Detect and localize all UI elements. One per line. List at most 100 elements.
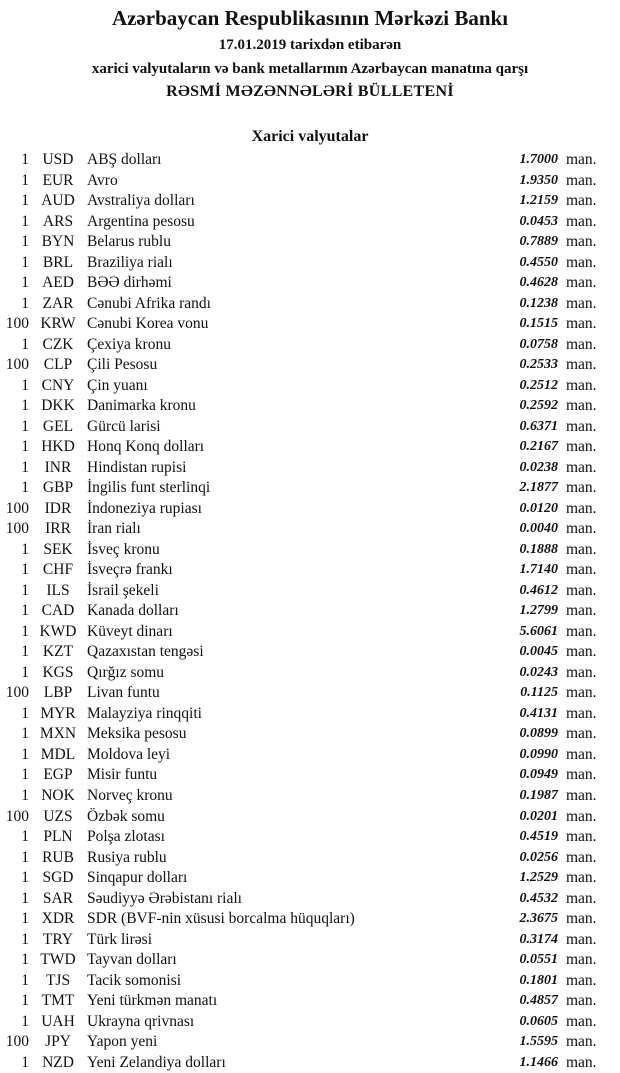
rate-row: 1 ARS Argentina pesosu 0.0453 man. (0, 212, 620, 233)
currency-code: RUB (42, 848, 74, 866)
currency-code: DKK (41, 397, 75, 415)
currency-name: Rusiya rublu (87, 848, 167, 866)
nominal: 1 (21, 725, 29, 743)
unit-label: man. (566, 356, 597, 374)
rate-value: 1.1466 (519, 1054, 559, 1070)
nominal: 1 (21, 643, 29, 661)
rate-row: 1 KWD Küveyt dinarı 5.6061 man. (0, 622, 620, 643)
currency-name: Polşa zlotası (87, 828, 165, 846)
currency-code: GEL (42, 417, 74, 435)
unit-label: man. (566, 520, 597, 538)
currency-code: BRL (42, 253, 74, 271)
currency-code: USD (42, 151, 74, 168)
rate-row: 1 HKD Honq Konq dolları 0.2167 man. (0, 437, 620, 458)
rate-value: 1.2159 (519, 193, 559, 209)
rate-row: 1 MXN Meksika pesosu 0.0899 man. (0, 724, 620, 745)
currency-name: Qazaxıstan tengəsi (87, 643, 204, 661)
currency-name: Küveyt dinarı (87, 622, 173, 640)
currency-name: İran rialı (87, 520, 141, 538)
rate-value: 0.4519 (519, 829, 559, 845)
nominal: 1 (21, 889, 29, 907)
currency-code: SEK (43, 540, 73, 558)
unit-label: man. (566, 992, 597, 1010)
unit-label: man. (566, 499, 597, 517)
currency-name: Ukrayna qrivnası (87, 1012, 195, 1030)
rate-row: 1 INR Hindistan rupisi 0.0238 man. (0, 458, 620, 479)
nominal: 1 (21, 274, 29, 292)
unit-label: man. (566, 171, 597, 189)
nominal: 1 (21, 869, 29, 887)
currency-code: CHF (42, 561, 74, 579)
rate-row: 1 USD ABŞ dolları 1.7000 man. (0, 150, 620, 171)
unit-label: man. (566, 151, 597, 168)
rate-row: 1 ILS İsrail şekeli 0.4612 man. (0, 581, 620, 602)
rate-row: 1 PLN Polşa zlotası 0.4519 man. (0, 827, 620, 848)
currency-name: Qırğız somu (87, 663, 165, 681)
currency-code: TWD (40, 951, 76, 969)
rate-value: 0.0899 (519, 726, 559, 742)
rate-row: 1 NOK Norveç kronu 0.1987 man. (0, 786, 620, 807)
unit-label: man. (566, 294, 597, 312)
currency-code: UZS (43, 807, 73, 825)
nominal: 100 (5, 520, 29, 538)
rate-value: 0.6371 (519, 418, 559, 434)
currency-code: MDL (40, 745, 76, 763)
nominal: 1 (21, 151, 29, 168)
unit-label: man. (566, 253, 597, 271)
nominal: 1 (21, 745, 29, 763)
rate-row: 100 KRW Cənubi Korea vonu 0.1515 man. (0, 314, 620, 335)
currency-code: UAH (41, 1012, 75, 1030)
unit-label: man. (566, 951, 597, 969)
currency-code: TJS (45, 971, 71, 989)
currency-code: AED (42, 274, 74, 292)
currency-name: Honq Konq dolları (87, 438, 205, 456)
unit-label: man. (566, 622, 597, 640)
nominal: 1 (21, 294, 29, 312)
currency-code: SAR (42, 889, 74, 907)
currency-code: GBP (42, 479, 74, 497)
rate-row: 1 SEK İsveç kronu 0.1888 man. (0, 540, 620, 561)
nominal: 100 (5, 315, 29, 333)
currency-code: KRW (40, 315, 76, 333)
nominal: 1 (21, 828, 29, 846)
currency-name: Hindistan rupisi (87, 458, 187, 476)
unit-label: man. (566, 643, 597, 661)
nominal: 1 (21, 930, 29, 948)
currency-name: Kanada dolları (87, 602, 179, 620)
unit-label: man. (566, 335, 597, 353)
rate-value: 0.2592 (519, 398, 559, 414)
currency-name: Moldova leyi (87, 745, 171, 763)
nominal: 1 (21, 417, 29, 435)
currency-code: TRY (42, 930, 74, 948)
nominal: 1 (21, 602, 29, 620)
rate-row: 1 XDR SDR (BVF-nin xüsusi borcalma hüquqla… (0, 909, 620, 930)
nominal: 1 (21, 581, 29, 599)
section-title: Xarici valyutalar (251, 128, 369, 145)
currency-name: Çin yuanı (87, 376, 148, 394)
rate-value: 0.0238 (519, 459, 559, 475)
rate-row: 100 LBP Livan funtu 0.1125 man. (0, 683, 620, 704)
rate-row: 1 KZT Qazaxıstan tengəsi 0.0045 man. (0, 642, 620, 663)
currency-name: Misir funtu (87, 766, 158, 784)
rate-value: 0.4857 (519, 993, 559, 1009)
unit-label: man. (566, 786, 597, 804)
rate-value: 0.0949 (519, 767, 559, 783)
currency-code: HKD (41, 438, 75, 456)
rate-value: 0.1801 (519, 972, 559, 988)
rate-value: 0.0243 (519, 664, 559, 680)
currency-name: İsveç kronu (87, 540, 160, 558)
rate-row: 1 NZD Yeni Zelandiya dolları 1.1466 man. (0, 1053, 620, 1073)
nominal: 1 (21, 376, 29, 394)
rate-row: 1 RUB Rusiya rublu 0.0256 man. (0, 848, 620, 869)
rate-value: 0.4550 (519, 254, 559, 270)
nominal: 1 (21, 848, 29, 866)
rate-row: 1 TJS Tacik somonisi 0.1801 man. (0, 971, 620, 992)
currency-name: Argentina pesosu (87, 212, 195, 230)
unit-label: man. (566, 438, 597, 456)
currency-name: Meksika pesosu (87, 725, 187, 743)
rate-row: 1 CHF İsveçrə frankı 1.7140 man. (0, 560, 620, 581)
nominal: 1 (21, 458, 29, 476)
currency-code: KWD (39, 622, 77, 640)
rate-row: 1 SAR Səudiyyə Ərəbistanı rialı 0.4532 man. (0, 889, 620, 910)
currency-name: Yeni türkmən manatı (87, 992, 218, 1010)
